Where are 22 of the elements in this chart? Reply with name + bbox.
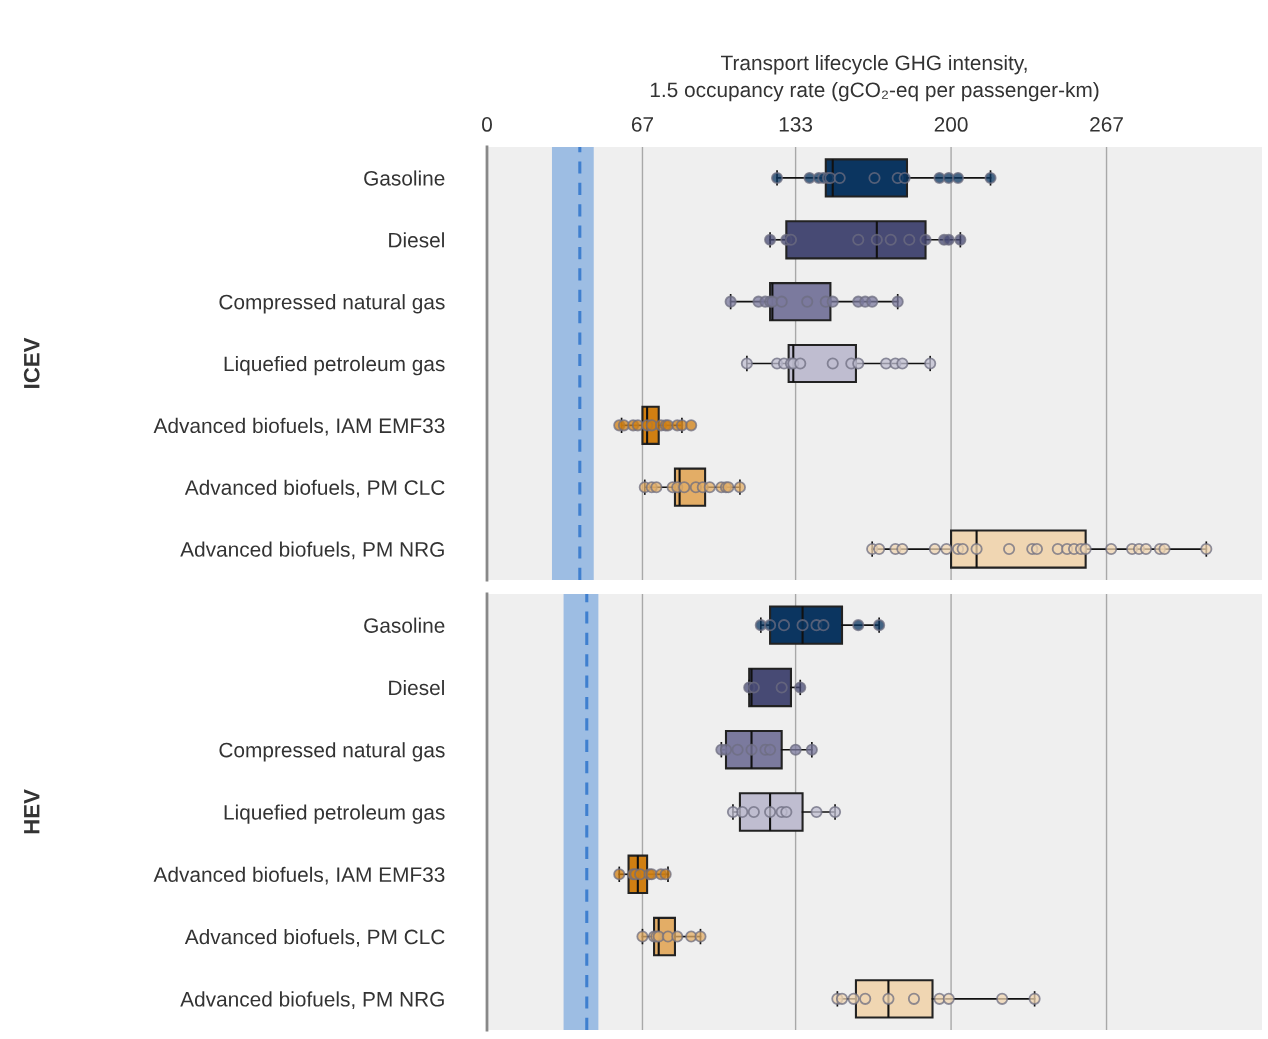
x-axis-title: Transport lifecycle GHG intensity, 1.5 occupancy rate (gCO₂-eq per passenger-km) [650, 54, 1099, 102]
y-tick-label: Gasoline [364, 170, 445, 186]
x-tick-label: 0 [482, 117, 492, 132]
y-tick-label: Compressed natural gas [219, 742, 445, 762]
x-tick-label: 267 [1090, 117, 1123, 132]
y-tick-label: Advanced biofuels, IAM EMF33 [153, 866, 445, 885]
y-tick-label: Diesel [389, 232, 444, 248]
y-tick-label: Advanced biofuels, PM NRG [180, 541, 444, 560]
x-tick-label: 133 [779, 117, 813, 132]
y-tick-label: Advanced biofuels, PM NRG [180, 991, 444, 1010]
y-axis-title: ICEV [23, 337, 40, 388]
y-tick-label: Liquefied petroleum gas [224, 355, 445, 376]
y-tick-label: Compressed natural gas [219, 294, 445, 314]
y-tick-label: Diesel [389, 679, 444, 696]
y-tick-label: Liquefied petroleum gas [224, 804, 445, 824]
y-tick-label: Advanced biofuels, IAM EMF33 [153, 417, 445, 436]
y-axis-title: HEV [24, 789, 40, 834]
y-tick-label: Advanced biofuels, PM CLC [184, 929, 445, 947]
y-tick-label: Advanced biofuels, PM CLC [184, 479, 445, 498]
x-tick-label: 67 [631, 117, 654, 132]
y-tick-label: Gasoline [364, 617, 445, 633]
x-tick-label: 200 [934, 117, 968, 132]
